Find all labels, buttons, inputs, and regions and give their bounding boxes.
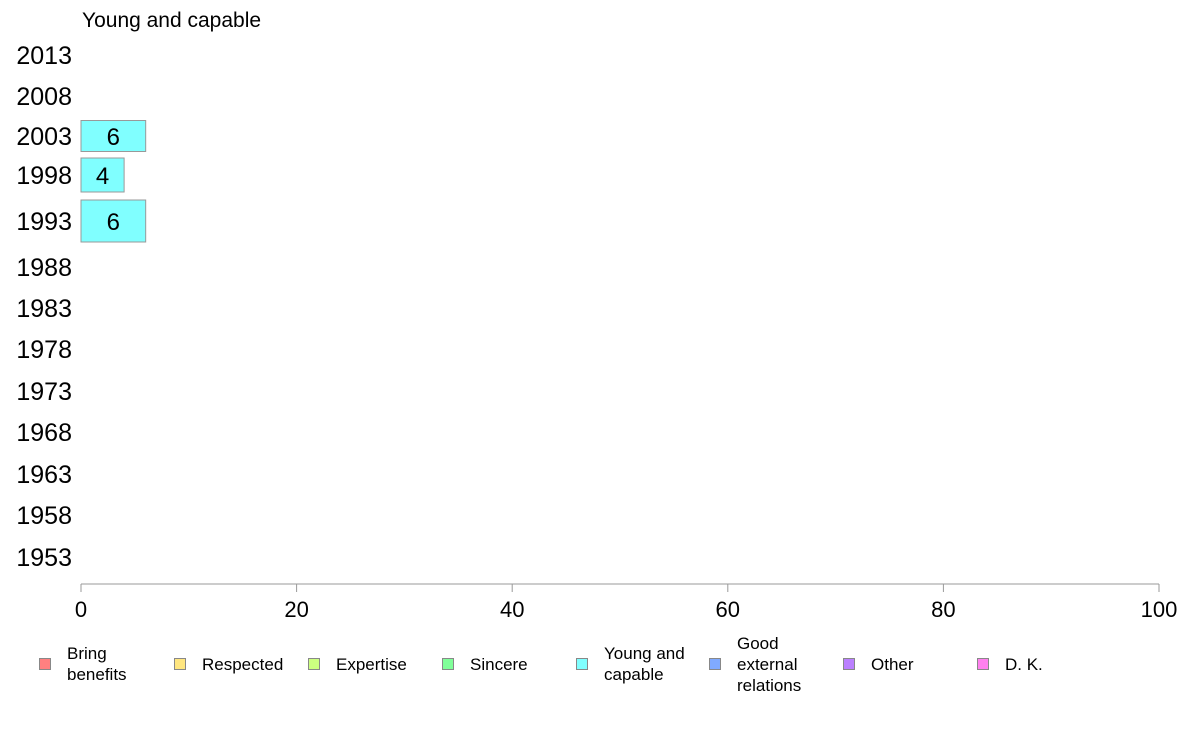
bar-data-label: 6 bbox=[107, 124, 120, 151]
legend-item: Other bbox=[843, 630, 981, 698]
y-tick-label: 1968 bbox=[16, 419, 72, 447]
bars: 6 4 6 bbox=[80, 120, 147, 243]
y-tick-label: 1963 bbox=[16, 461, 72, 489]
y-tick-label: 2013 bbox=[16, 42, 72, 70]
legend-label: Expertise bbox=[336, 654, 407, 674]
legend-label: Other bbox=[871, 654, 914, 674]
legend-item: Young and capable bbox=[576, 630, 704, 698]
chart-title: Young and capable bbox=[82, 9, 261, 32]
y-tick-label: 1953 bbox=[16, 544, 72, 572]
y-axis-labels: 2013 2008 2003 1998 1993 1988 1983 1978 1973 1968… bbox=[16, 42, 72, 572]
bar-data-label: 4 bbox=[96, 163, 109, 190]
y-tick-label: 1978 bbox=[16, 336, 72, 364]
legend-swatch bbox=[843, 658, 855, 670]
x-tick-label: 80 bbox=[931, 597, 955, 622]
bar-chart: Young and capable 2013 2008 2003 1998 1993 19… bbox=[16, 9, 1178, 622]
legend-item: Sincere bbox=[442, 630, 580, 698]
legend-label: Bring benefits bbox=[67, 644, 127, 684]
legend-label: Respected bbox=[202, 654, 284, 674]
y-tick-label: 1983 bbox=[16, 295, 72, 323]
legend-item: Respected bbox=[174, 630, 312, 698]
bar bbox=[80, 157, 125, 193]
y-tick-label: 1988 bbox=[16, 254, 72, 282]
x-tick-label: 0 bbox=[75, 597, 87, 622]
legend: Bring benefits Respected Expertise Sincere Y… bbox=[0, 630, 1188, 710]
legend-label: D. K. bbox=[1005, 654, 1043, 674]
x-tick-label: 40 bbox=[500, 597, 524, 622]
x-tick-label: 20 bbox=[284, 597, 308, 622]
legend-swatch bbox=[442, 658, 454, 670]
x-tick-label: 60 bbox=[716, 597, 740, 622]
legend-label: Young and capable bbox=[604, 644, 685, 684]
y-tick-label: 1993 bbox=[16, 208, 72, 236]
bar bbox=[80, 120, 147, 152]
legend-label: Sincere bbox=[470, 654, 528, 674]
y-tick-label: 1958 bbox=[16, 502, 72, 530]
y-tick-label: 2008 bbox=[16, 83, 72, 111]
y-tick-label: 2003 bbox=[16, 123, 72, 151]
y-tick-label: 1998 bbox=[16, 162, 72, 190]
x-tick-label: 100 bbox=[1141, 597, 1178, 622]
bar bbox=[80, 199, 147, 243]
legend-item: D. K. bbox=[977, 630, 1115, 698]
legend-item: Good external relations bbox=[709, 630, 817, 698]
legend-label: Good external relations bbox=[737, 633, 802, 695]
legend-swatch bbox=[174, 658, 186, 670]
legend-swatch bbox=[39, 658, 51, 670]
x-axis: 0 20 40 60 80 100 bbox=[75, 583, 1178, 622]
legend-swatch bbox=[308, 658, 320, 670]
legend-swatch bbox=[709, 658, 721, 670]
bar-data-label: 6 bbox=[107, 209, 120, 236]
legend-item: Expertise bbox=[308, 630, 446, 698]
legend-item: Bring benefits bbox=[39, 630, 147, 698]
y-tick-label: 1973 bbox=[16, 378, 72, 406]
legend-swatch bbox=[977, 658, 989, 670]
legend-swatch bbox=[576, 658, 588, 670]
